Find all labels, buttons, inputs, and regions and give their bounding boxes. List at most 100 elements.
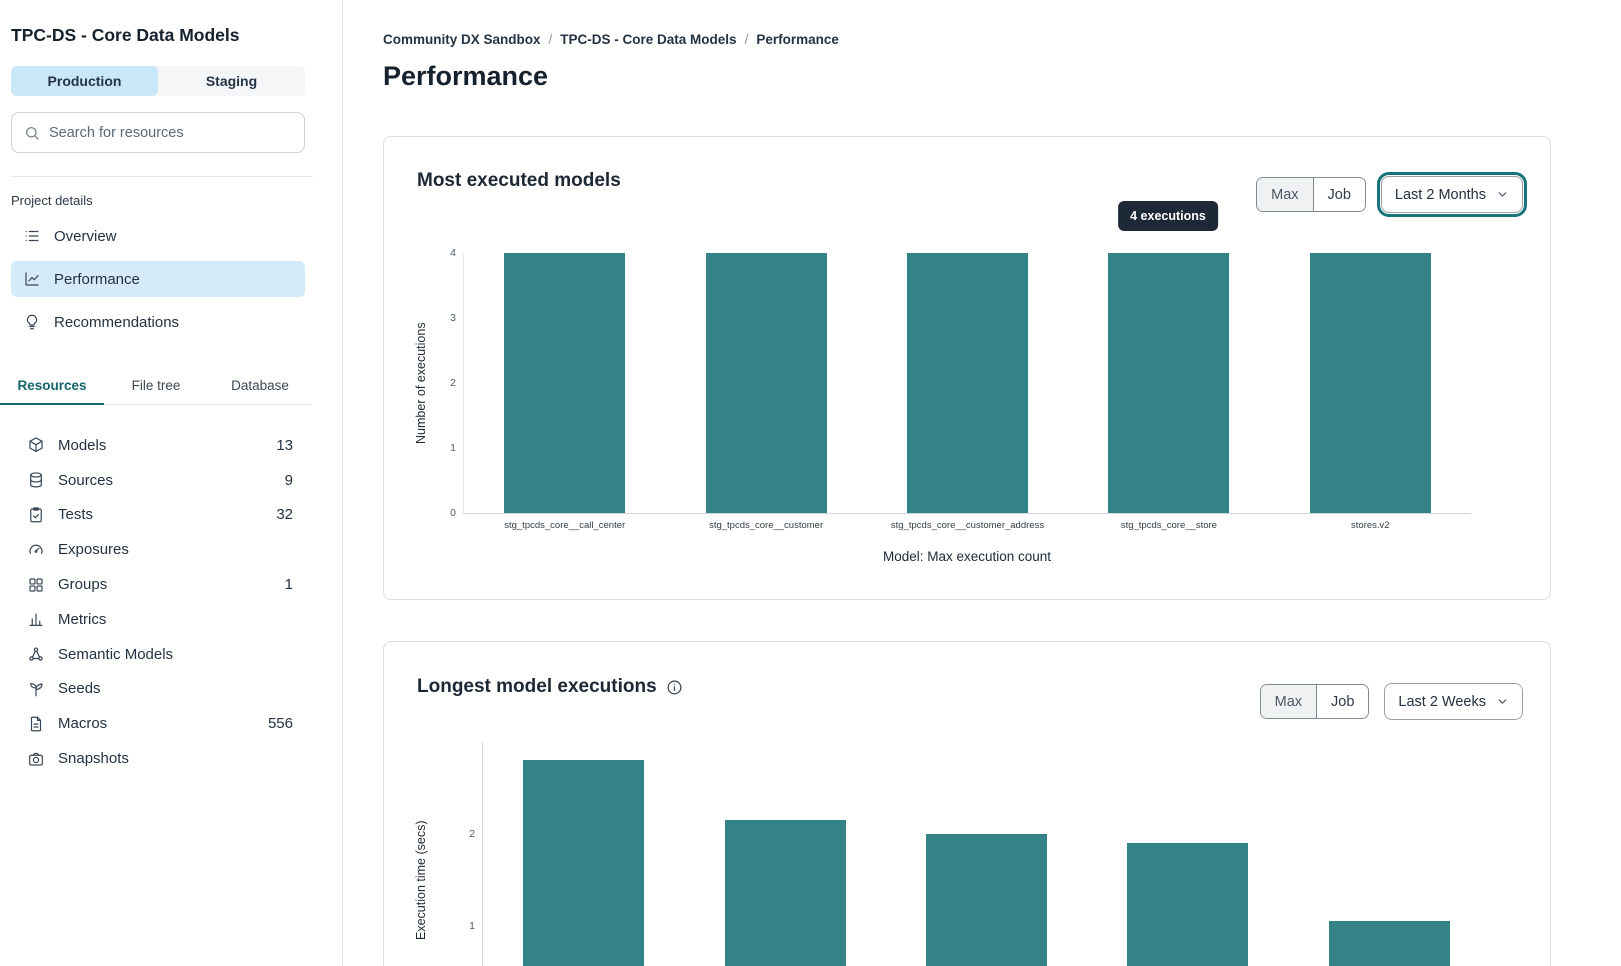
search-icon	[26, 126, 39, 140]
breadcrumb-link-community-dx-sandbox[interactable]: Community DX Sandbox	[383, 32, 541, 47]
resource-tabs: Resources File tree Database	[0, 368, 312, 405]
resource-label: Models	[58, 436, 107, 454]
search-box	[11, 112, 305, 153]
sidebar-item-label: Performance	[54, 270, 140, 288]
bar-chart: stg_tpcds_core__call_center stg_tpcds_cor…	[450, 247, 1471, 531]
aggregation-toggle: Max Job	[1259, 684, 1370, 719]
chart-bar[interactable]	[1127, 843, 1249, 966]
clipboard-check-icon	[30, 507, 42, 523]
y-axis-label: Execution time (secs)	[414, 820, 428, 940]
y-tick-label: 2	[469, 828, 475, 840]
chart-title: Most executed models	[417, 170, 621, 191]
sidebar-item-label: Overview	[54, 227, 117, 245]
env-tab-staging[interactable]: Staging	[205, 73, 258, 89]
chart-bar[interactable]	[1108, 253, 1230, 513]
resource-label: Snapshots	[58, 750, 129, 768]
resource-item-exposures[interactable]: Exposures	[11, 532, 305, 567]
y-tick-label: 1	[450, 442, 456, 454]
chart-bar[interactable]	[1328, 921, 1450, 966]
resource-label: Semantic Models	[58, 645, 174, 663]
y-tick-label: 1	[469, 920, 475, 932]
time-range-dropdown[interactable]: Last 2 Months	[1376, 172, 1528, 217]
y-axis-label: Number of executions	[414, 322, 428, 445]
file-icon	[30, 716, 42, 732]
resource-count: 32	[276, 506, 293, 524]
y-tick-label: 2	[450, 377, 456, 389]
chart-bar[interactable]	[1309, 253, 1431, 513]
resource-count: 13	[276, 436, 293, 454]
breadcrumb-separator: /	[548, 32, 553, 47]
chart-bar[interactable]	[907, 253, 1028, 513]
job-button[interactable]: Job	[1317, 685, 1369, 718]
chart-bar[interactable]	[724, 820, 846, 966]
max-button[interactable]: Max	[1257, 178, 1314, 211]
resource-item-tests[interactable]: Tests 32	[11, 498, 305, 533]
project-nav: Overview Performance Recommendations	[11, 218, 305, 340]
search-input[interactable]	[49, 124, 292, 141]
x-tick-label: stg_tpcds_core__customer	[709, 520, 824, 531]
resource-label: Seeds	[58, 680, 101, 698]
resource-label: Tests	[58, 506, 94, 524]
chart-controls: Max Job Last 2 Weeks	[1259, 683, 1523, 720]
resource-count: 9	[284, 471, 293, 489]
time-range-value: Last 2 Months	[1394, 186, 1486, 203]
x-axis-label: Model: Max execution count	[882, 549, 1052, 564]
project-title: TPC-DS - Core Data Models	[11, 25, 240, 45]
seedling-icon	[30, 682, 43, 697]
chart-bar[interactable]	[926, 834, 1047, 966]
longest-model-executions-card: Longest model executions Max Job Last 2 …	[383, 641, 1551, 966]
tab-database[interactable]: Database	[231, 378, 289, 393]
sidebar-item-label: Recommendations	[54, 313, 180, 331]
resource-label: Groups	[58, 576, 108, 594]
chevron-down-icon	[1498, 699, 1507, 704]
time-range-dropdown[interactable]: Last 2 Weeks	[1384, 683, 1523, 720]
y-tick-label: 0	[450, 507, 456, 519]
database-icon	[30, 472, 42, 488]
y-tick-label: 3	[450, 312, 456, 324]
chart-bar[interactable]	[705, 253, 827, 513]
tab-file-tree[interactable]: File tree	[131, 378, 181, 393]
y-tick-label: 4	[450, 247, 456, 259]
resource-count: 556	[267, 715, 293, 733]
chart-title-text: Longest model executions	[417, 676, 657, 697]
info-icon[interactable]	[666, 679, 683, 696]
resource-item-models[interactable]: Models 13	[11, 428, 305, 463]
resource-item-macros[interactable]: Macros 556	[11, 706, 305, 741]
breadcrumb: Community DX Sandbox / TPC-DS - Core Data …	[383, 32, 839, 47]
resource-list: Models 13 Sources 9 Tests 32 Exposures Groups 1 M…	[11, 428, 305, 776]
most-executed-models-card: Most executed models Max Job Last 2 Mont…	[383, 136, 1551, 600]
chart-tooltip: 4 executions	[1118, 201, 1218, 231]
breadcrumb-separator: /	[744, 32, 749, 47]
gauge-icon	[29, 544, 43, 554]
max-button[interactable]: Max	[1260, 685, 1318, 718]
env-tab-production[interactable]: Production	[11, 66, 158, 96]
resource-item-semantic-models[interactable]: Semantic Models	[11, 637, 305, 672]
sidebar: TPC-DS - Core Data Models Production Stag…	[0, 0, 343, 966]
tab-resources[interactable]: Resources	[0, 368, 104, 405]
list-icon	[25, 230, 39, 242]
aggregation-toggle: Max Job	[1256, 177, 1366, 212]
time-range-value: Last 2 Weeks	[1398, 693, 1486, 710]
breadcrumb-link-tpc-ds-core-data-models[interactable]: TPC-DS - Core Data Models	[560, 32, 737, 47]
resource-item-metrics[interactable]: Metrics	[11, 602, 305, 637]
bar-chart-icon	[29, 613, 43, 627]
x-tick-label: stores.v2	[1351, 520, 1390, 531]
sidebar-item-performance[interactable]: Performance	[11, 261, 305, 297]
grid-icon	[29, 577, 43, 592]
chart-bar[interactable]	[504, 253, 626, 513]
resource-item-sources[interactable]: Sources 9	[11, 463, 305, 498]
resource-item-seeds[interactable]: Seeds	[11, 672, 305, 707]
x-tick-label: stg_tpcds_core__customer_address	[890, 520, 1045, 531]
chart-bar[interactable]	[523, 760, 645, 966]
x-tick-label: stg_tpcds_core__call_center	[504, 520, 626, 531]
job-button[interactable]: Job	[1313, 178, 1365, 211]
sidebar-item-overview[interactable]: Overview	[11, 218, 305, 254]
main-content: Community DX Sandbox / TPC-DS - Core Data …	[343, 0, 1621, 966]
camera-icon	[29, 752, 43, 766]
x-tick-label: stg_tpcds_core__store	[1120, 520, 1217, 531]
resource-item-snapshots[interactable]: Snapshots	[11, 741, 305, 776]
resource-item-groups[interactable]: Groups 1	[11, 567, 305, 602]
sidebar-item-recommendations[interactable]: Recommendations	[11, 304, 305, 340]
